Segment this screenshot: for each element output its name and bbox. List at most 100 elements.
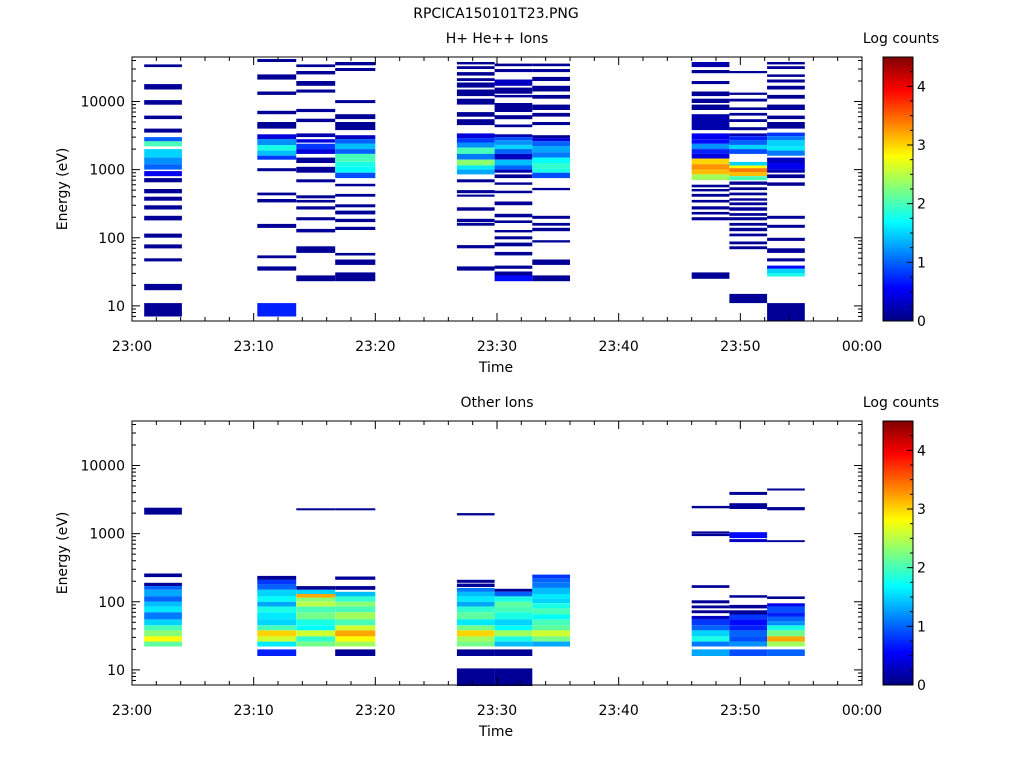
- heatmap-cell: [456, 630, 495, 637]
- heatmap-cell: [335, 210, 376, 215]
- heatmap-cell: [729, 503, 768, 509]
- heatmap-cell: [729, 127, 768, 131]
- x-tick-label: 23:30: [477, 703, 517, 719]
- heatmap-cell: [494, 242, 533, 247]
- y-tick-label: 10000: [80, 459, 125, 475]
- h-he-ions-panel: H+ He++ Ions 23:00 23:10 23:20 23:30 23:40 23:…: [55, 31, 939, 376]
- heatmap-cell: [296, 157, 336, 163]
- heatmap-cell: [729, 112, 768, 116]
- heatmap-cell: [144, 171, 182, 177]
- heatmap-cell: [729, 630, 768, 637]
- heatmap-cell: [257, 649, 297, 656]
- heatmap-cell: [767, 540, 805, 543]
- heatmap-cell: [456, 72, 495, 76]
- y-tick-label: 10: [107, 663, 125, 679]
- heatmap-cell: [456, 153, 495, 160]
- heatmap-cell: [257, 596, 297, 602]
- heatmap-cell: [296, 133, 336, 138]
- heatmap-cell: [532, 146, 570, 153]
- heatmap-cell: [456, 668, 495, 686]
- heatmap-cell: [767, 630, 805, 637]
- heatmap-cell: [729, 233, 768, 237]
- heatmap-cell: [729, 246, 768, 250]
- heatmap-cell: [494, 103, 533, 112]
- heatmap-cell: [296, 199, 336, 203]
- heatmap-cell: [296, 606, 336, 613]
- heatmap-cell: [456, 78, 495, 81]
- heatmap-cell: [767, 104, 805, 110]
- heatmap-cell: [767, 606, 805, 613]
- heatmap-cell: [532, 578, 570, 583]
- heatmap-cell: [456, 165, 495, 170]
- heatmap-cell: [456, 579, 495, 583]
- heatmap-cell: [456, 89, 495, 97]
- heatmap-cell: [257, 630, 297, 637]
- heatmap-cell: [767, 596, 805, 599]
- y-axis-label: Energy (eV): [55, 512, 71, 595]
- heatmap-cell: [532, 215, 570, 219]
- x-axis-label: Time: [478, 360, 513, 376]
- heatmap-cell: [335, 161, 376, 167]
- heatmap-cell: [494, 145, 533, 150]
- heatmap-cell: [532, 112, 570, 117]
- heatmap-cell: [729, 619, 768, 626]
- heatmap-cell: [456, 596, 495, 602]
- heatmap-cell: [767, 215, 805, 219]
- heatmap-cell: [494, 588, 533, 592]
- heatmap-cell: [691, 605, 730, 609]
- heatmap-cell: [532, 240, 570, 243]
- heatmap-cell: [296, 612, 336, 620]
- heatmap-cell: [494, 169, 533, 173]
- heatmap-cell: [257, 584, 297, 590]
- heatmap-cell: [456, 619, 495, 626]
- heatmap-cell: [257, 619, 297, 626]
- heatmap-cell: [767, 115, 805, 120]
- colorbar-tick-label: 3: [917, 502, 926, 518]
- heatmap-cell: [257, 601, 297, 607]
- heatmap-cell: [532, 641, 570, 647]
- heatmap-cell: [729, 625, 768, 631]
- heatmap-cell: [767, 122, 805, 129]
- heatmap-cell: [335, 625, 376, 631]
- heatmap-cell: [532, 598, 570, 604]
- heatmap-cell: [691, 143, 730, 150]
- heatmap-cell: [729, 614, 768, 620]
- heatmap-cell: [494, 124, 533, 128]
- heatmap-cell: [296, 597, 336, 602]
- heatmap-cell: [729, 217, 768, 221]
- heatmap-cell: [144, 115, 182, 120]
- heatmap-cell: [257, 223, 297, 228]
- heatmap-cell: [691, 91, 730, 97]
- heatmap-cell: [296, 89, 336, 93]
- heatmap-cell: [767, 268, 805, 274]
- heatmap-cell: [296, 143, 336, 150]
- heatmap-cell: [296, 71, 336, 75]
- heatmap-cell: [767, 303, 805, 321]
- heatmap-cell: [456, 62, 495, 65]
- heatmap-cell: [335, 135, 376, 140]
- heatmap-cell: [335, 143, 376, 150]
- heatmap-cell: [296, 166, 336, 173]
- heatmap-cell: [144, 196, 182, 201]
- heatmap-cell: [257, 134, 297, 140]
- heatmap-cell: [729, 202, 768, 206]
- heatmap-cell: [729, 133, 768, 137]
- heatmap-cell: [335, 272, 376, 282]
- heatmap-cell: [456, 587, 495, 592]
- heatmap-cell: [767, 641, 805, 647]
- heatmap-cell: [257, 168, 297, 172]
- heatmap-cell: [691, 505, 730, 509]
- heatmap-cell: [257, 192, 297, 196]
- heatmap-cell: [532, 630, 570, 637]
- heatmap-cell: [532, 603, 570, 609]
- heatmap-cell: [729, 192, 768, 196]
- heatmap-cell: [144, 283, 182, 291]
- heatmap-cell: [494, 265, 533, 269]
- heatmap-cell: [691, 600, 730, 604]
- heatmap-cell: [767, 265, 805, 269]
- heatmap-cell: [257, 59, 297, 62]
- heatmap-cell: [335, 576, 376, 580]
- y-tick-label: 1000: [89, 163, 125, 179]
- heatmap-cell: [456, 612, 495, 620]
- heatmap-cell: [729, 136, 768, 141]
